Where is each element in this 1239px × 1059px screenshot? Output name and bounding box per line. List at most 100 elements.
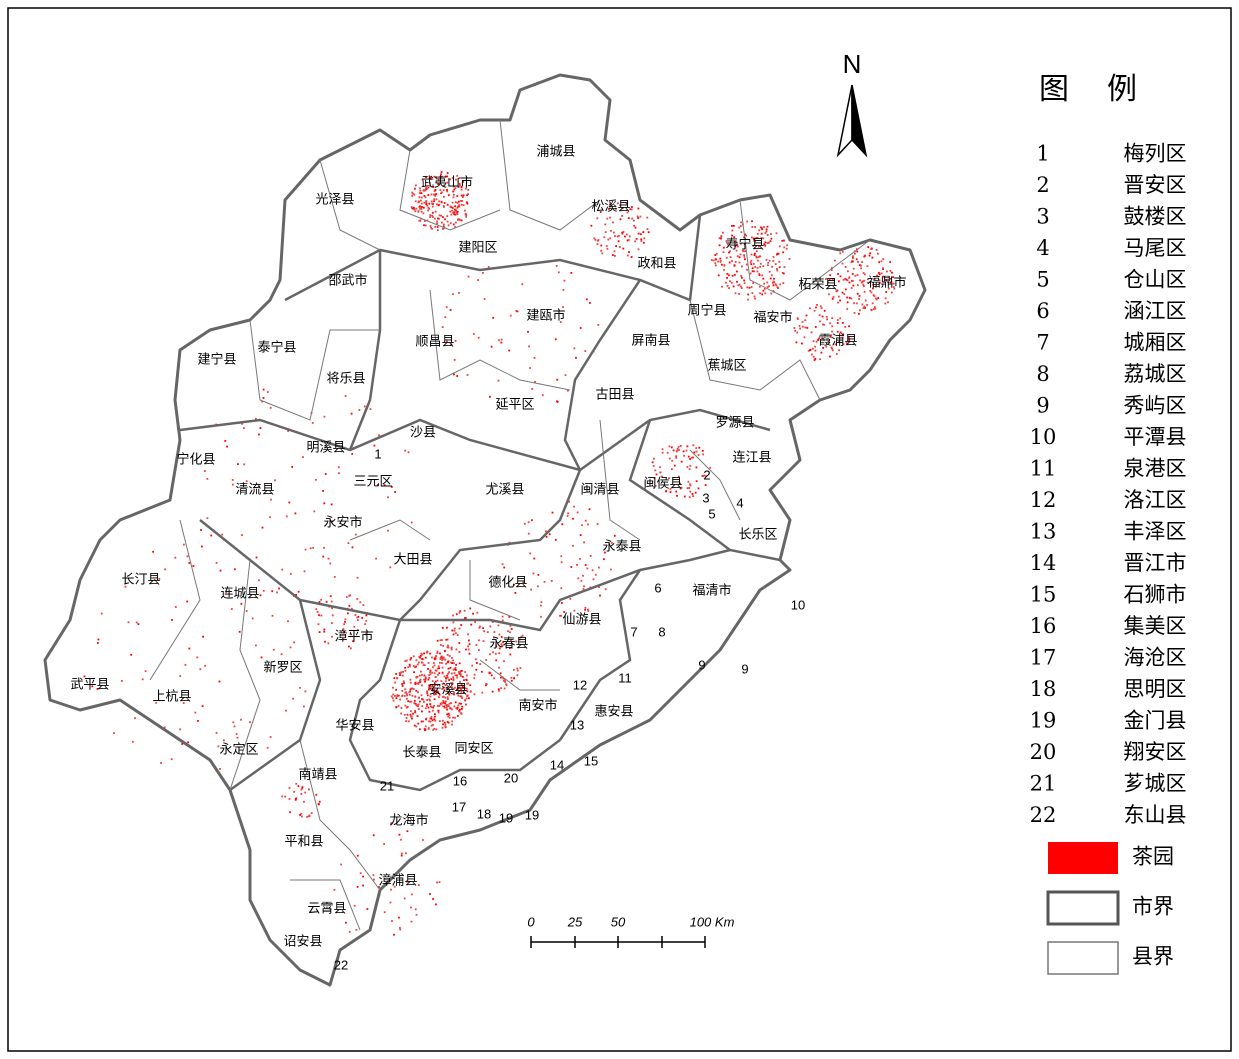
tea-dot xyxy=(621,215,624,217)
tea-dot xyxy=(433,704,435,707)
tea-dot xyxy=(852,256,854,259)
tea-dot xyxy=(832,296,835,298)
tea-dot xyxy=(862,307,865,309)
legend-name: 泉港区 xyxy=(1124,457,1187,481)
tea-dot xyxy=(299,686,301,689)
tea-dot xyxy=(462,194,465,197)
county-label: 闽侯县 xyxy=(643,477,682,492)
legend-number: 13 xyxy=(1030,520,1057,544)
county-label: 屏南县 xyxy=(631,333,670,349)
tea-dot xyxy=(420,661,423,664)
tea-dot xyxy=(646,216,649,219)
tea-dot xyxy=(423,664,426,667)
tea-dot xyxy=(454,187,457,190)
legend-symbol-label: 县界 xyxy=(1132,945,1174,969)
tea-dot xyxy=(583,541,585,544)
tea-dot xyxy=(717,274,720,277)
legend-number: 8 xyxy=(1036,362,1049,386)
tea-dot xyxy=(756,236,759,239)
tea-dot xyxy=(417,210,420,213)
scale-label: 25 xyxy=(567,914,583,929)
tea-dot xyxy=(192,565,195,567)
tea-dot xyxy=(442,723,444,726)
tea-dot xyxy=(446,720,449,723)
tea-dot xyxy=(821,323,824,326)
tea-dot xyxy=(783,266,786,268)
tea-dot xyxy=(441,662,443,664)
tea-dot xyxy=(181,743,184,745)
tea-dot xyxy=(776,269,779,272)
tea-dot xyxy=(498,666,500,669)
tea-dot xyxy=(715,252,718,255)
legend-name: 芗城区 xyxy=(1124,772,1187,796)
tea-dot xyxy=(466,687,468,690)
tea-dot xyxy=(243,427,245,429)
tea-dot xyxy=(356,854,359,857)
tea-dot xyxy=(677,445,680,448)
tea-dot xyxy=(819,358,821,361)
tea-dot xyxy=(841,322,844,324)
tea-dot xyxy=(771,265,773,268)
tea-dot xyxy=(582,574,584,577)
tea-dot xyxy=(859,279,861,282)
county-label: 新罗区 xyxy=(263,660,302,676)
tea-dot xyxy=(754,252,756,255)
tea-dot xyxy=(406,830,409,833)
tea-dot xyxy=(331,607,333,610)
tea-dot xyxy=(464,209,466,212)
tea-dot xyxy=(396,677,399,680)
tea-dot xyxy=(461,708,463,710)
tea-dot xyxy=(406,713,409,716)
tea-dot xyxy=(311,422,314,424)
tea-dot xyxy=(448,714,451,717)
county-label: 华安县 xyxy=(335,719,374,734)
tea-dot xyxy=(885,291,888,293)
tea-dot xyxy=(636,215,639,218)
tea-dot xyxy=(428,720,430,723)
tea-dot xyxy=(757,245,760,248)
tea-dot xyxy=(675,450,678,453)
tea-dot xyxy=(421,206,423,208)
county-label: 南靖县 xyxy=(298,767,337,783)
tea-dot xyxy=(734,261,737,263)
tea-dot xyxy=(600,244,603,247)
tea-dot xyxy=(604,231,607,233)
tea-dot xyxy=(728,251,730,254)
tea-dot xyxy=(446,713,449,716)
tea-dot xyxy=(740,225,742,227)
tea-dot xyxy=(626,239,629,242)
tea-dot xyxy=(465,648,467,651)
tea-dot xyxy=(314,478,317,481)
tea-dot xyxy=(810,331,813,334)
tea-dot xyxy=(292,697,294,700)
tea-dot xyxy=(414,696,417,698)
tea-dot xyxy=(497,379,500,382)
tea-dot xyxy=(533,357,536,359)
tea-dot xyxy=(501,619,504,622)
tea-dot xyxy=(676,449,679,452)
tea-dot xyxy=(317,803,320,805)
legend-number: 22 xyxy=(1030,803,1057,827)
tea-dot xyxy=(751,226,754,228)
tea-dot xyxy=(495,645,498,648)
tea-dot xyxy=(408,694,411,696)
tea-dot xyxy=(610,542,613,544)
tea-dot xyxy=(825,316,828,318)
tea-dot xyxy=(462,204,465,207)
tea-dot xyxy=(406,880,408,883)
tea-dot xyxy=(883,280,885,283)
tea-dot xyxy=(446,638,449,641)
tea-dot xyxy=(589,302,591,304)
tea-dot xyxy=(451,662,454,664)
tea-dot xyxy=(197,720,199,722)
tea-dot xyxy=(442,216,444,218)
tea-dot xyxy=(754,266,757,268)
tea-dot xyxy=(446,203,449,206)
tea-dot xyxy=(429,673,432,676)
tea-dot xyxy=(446,646,449,649)
tea-dot xyxy=(799,327,801,330)
tea-dot xyxy=(438,672,441,674)
tea-dot xyxy=(740,285,742,288)
legend-number: 14 xyxy=(1030,551,1057,575)
tea-dot xyxy=(439,657,442,659)
